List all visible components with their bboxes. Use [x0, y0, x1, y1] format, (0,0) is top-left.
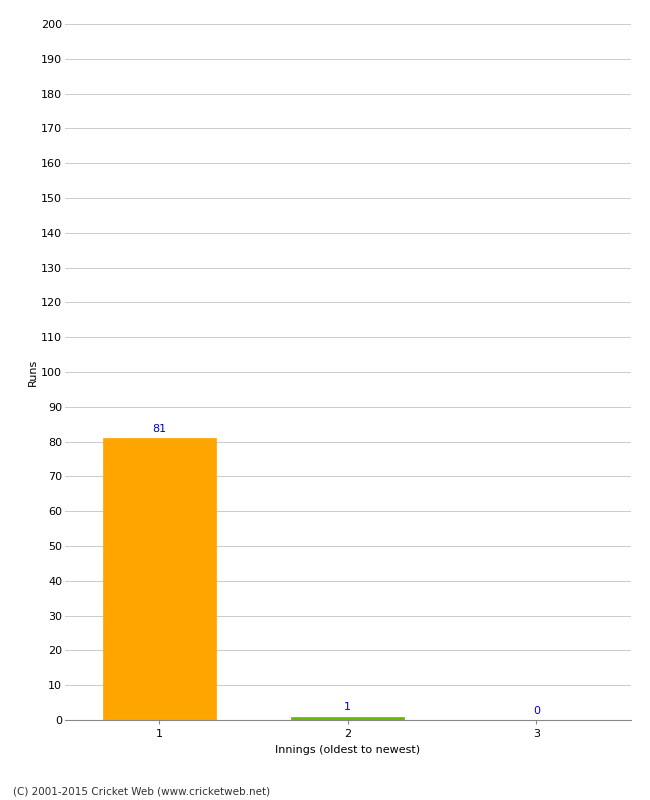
Text: 1: 1 — [344, 702, 351, 712]
Text: 81: 81 — [152, 424, 166, 434]
Text: (C) 2001-2015 Cricket Web (www.cricketweb.net): (C) 2001-2015 Cricket Web (www.cricketwe… — [13, 786, 270, 796]
X-axis label: Innings (oldest to newest): Innings (oldest to newest) — [275, 745, 421, 754]
Y-axis label: Runs: Runs — [29, 358, 38, 386]
Text: 0: 0 — [533, 706, 540, 716]
Bar — [103, 438, 216, 720]
Bar — [291, 717, 404, 720]
